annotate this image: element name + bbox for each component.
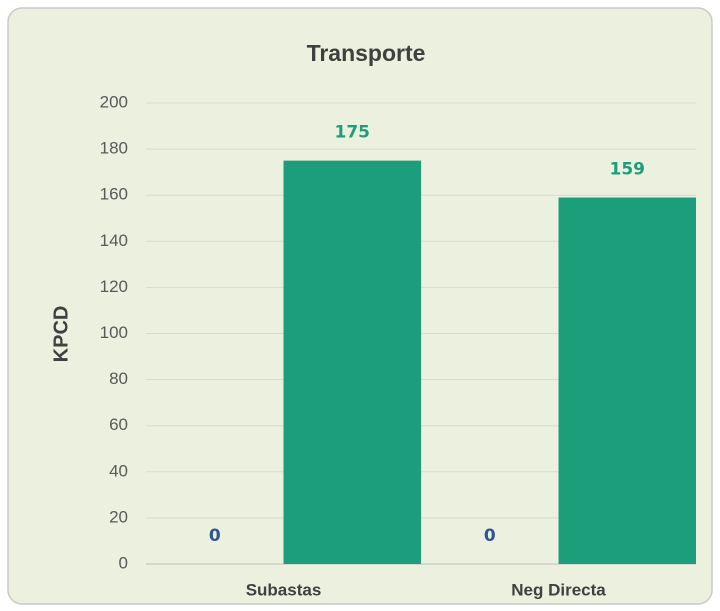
y-tick-label: 0 — [119, 553, 128, 572]
value-label: 0 — [209, 526, 221, 546]
y-tick-label: 20 — [109, 507, 128, 526]
y-tick-label: 40 — [109, 461, 128, 480]
y-tick-label: 60 — [109, 415, 128, 434]
bar — [558, 197, 696, 564]
x-tick-label: Subastas — [246, 580, 322, 599]
y-tick-label: 200 — [100, 92, 128, 111]
value-label: 159 — [610, 160, 646, 180]
y-tick-label: 80 — [109, 369, 128, 388]
x-tick-label: Neg Directa — [511, 580, 606, 599]
chart-title: Transporte — [307, 40, 426, 66]
y-tick-label: 140 — [100, 231, 128, 250]
y-tick-label: 100 — [100, 323, 128, 342]
bar — [283, 160, 421, 564]
y-tick-label: 120 — [100, 277, 128, 296]
value-label: 175 — [335, 123, 371, 143]
y-tick-label: 180 — [100, 139, 128, 158]
y-tick-label: 160 — [100, 185, 128, 204]
y-axis-label: KPCD — [50, 306, 72, 363]
value-label: 0 — [484, 526, 496, 546]
